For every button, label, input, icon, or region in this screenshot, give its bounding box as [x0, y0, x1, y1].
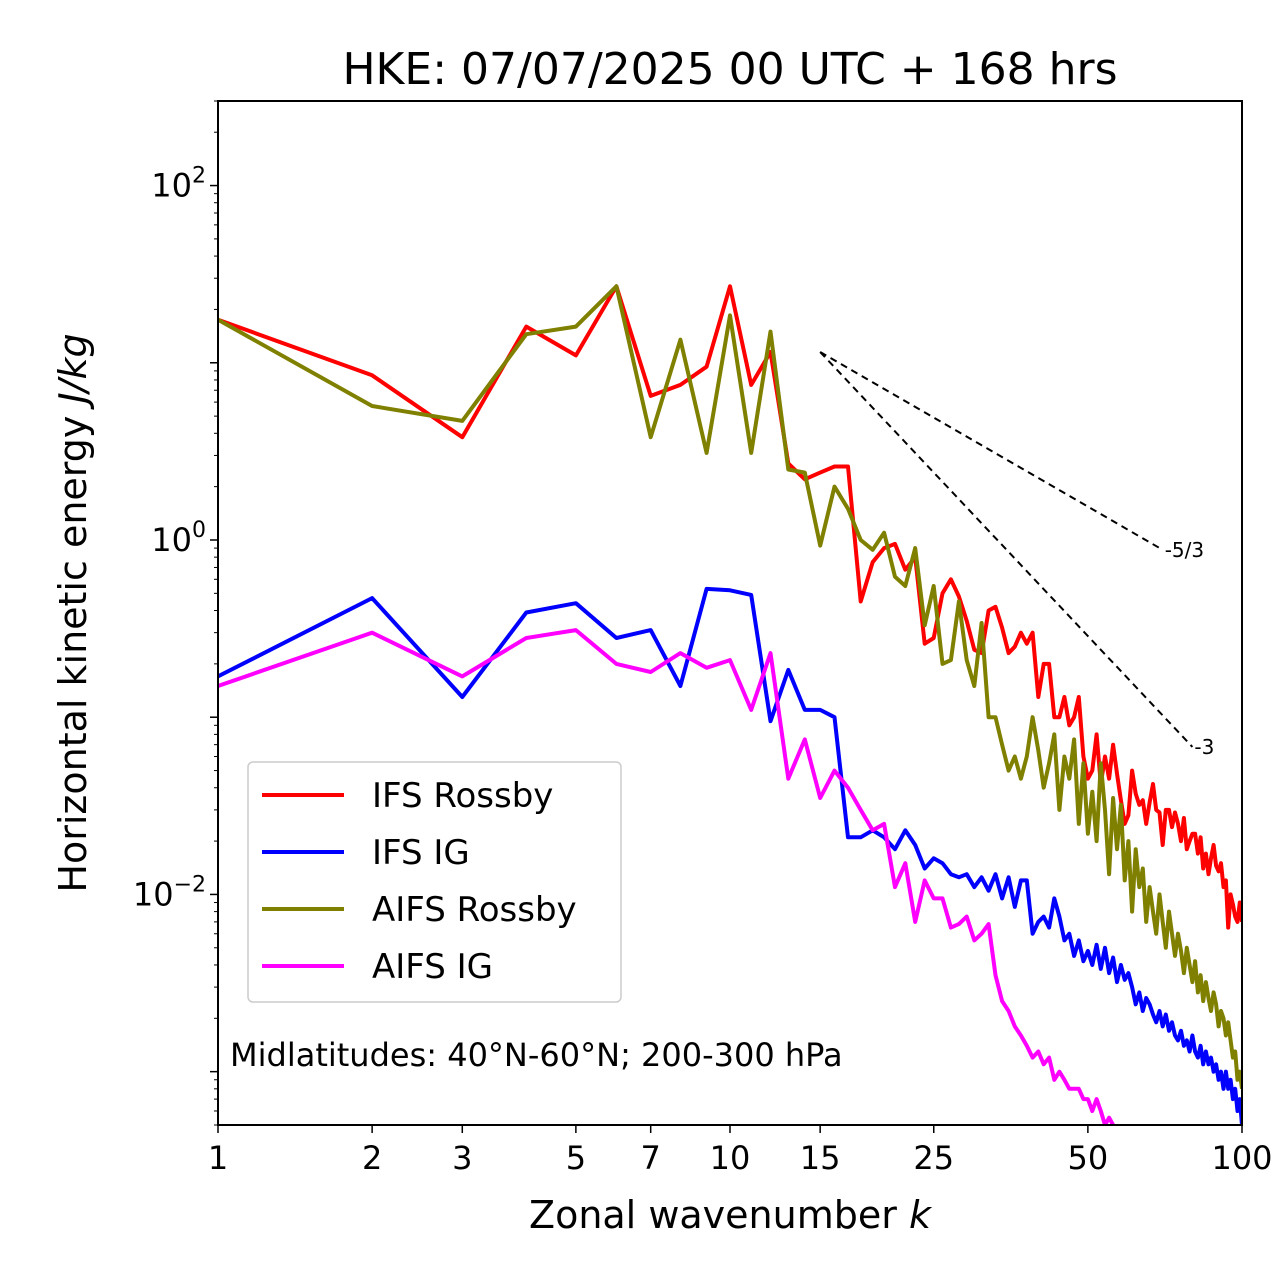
- y-tick-base: 10: [133, 875, 174, 913]
- legend-label: IFS Rossby: [372, 776, 553, 816]
- x-tick-label: 25: [913, 1139, 954, 1177]
- y-axis-title-text: Horizontal kinetic energy: [51, 416, 95, 893]
- legend: IFS Rossby IFS IG AIFS Rossby AIFS IG: [247, 761, 622, 1003]
- reference-line-label: -5/3: [1165, 538, 1204, 562]
- y-tick-exponent: −2: [174, 872, 206, 897]
- series-line-aifs-rossby: [218, 284, 1242, 1090]
- y-axis-title: Horizontal kinetic energy J/kg: [51, 333, 95, 892]
- x-axis-title-text: Zonal wavenumber: [529, 1193, 897, 1237]
- series-line-ifs-rossby: [218, 284, 1242, 930]
- x-axis-ticks: 1 2 3 5 7 10 15 25 50 100: [208, 1125, 1273, 1177]
- x-tick-label: 7: [641, 1139, 661, 1177]
- y-tick-label: 102: [151, 164, 206, 205]
- x-tick-label: 10: [710, 1139, 751, 1177]
- x-tick-label: 1: [208, 1139, 228, 1177]
- x-axis-title: Zonal wavenumber k: [529, 1193, 933, 1237]
- legend-label: AIFS Rossby: [372, 890, 577, 930]
- y-tick-base: 10: [151, 167, 192, 205]
- legend-box: [247, 761, 622, 1003]
- y-tick-base: 10: [151, 521, 192, 559]
- reference-line-label: -3: [1194, 735, 1214, 759]
- x-tick-label: 100: [1211, 1139, 1272, 1177]
- series-line-ifs-ig: [218, 586, 1242, 1125]
- x-axis-variable: k: [909, 1193, 933, 1237]
- y-tick-label: 10−2: [133, 872, 206, 913]
- x-tick-label: 5: [566, 1139, 586, 1177]
- series-line-aifs-ig: [218, 628, 1116, 1125]
- reference-line: [819, 351, 1194, 748]
- region-annotation: Midlatitudes: 40°N-60°N; 200-300 hPa: [230, 1036, 843, 1074]
- legend-label: IFS IG: [372, 833, 470, 873]
- series-lines: [218, 284, 1242, 1125]
- reference-lines: -5/3 -3: [819, 351, 1214, 759]
- chart-title: HKE: 07/07/2025 00 UTC + 168 hrs: [342, 44, 1117, 95]
- y-tick-exponent: 2: [192, 164, 206, 189]
- x-tick-label: 15: [800, 1139, 841, 1177]
- y-tick-exponent: 0: [192, 518, 206, 543]
- y-axis-unit: J/kg: [51, 333, 95, 410]
- x-tick-label: 2: [362, 1139, 382, 1177]
- x-tick-label: 50: [1068, 1139, 1109, 1177]
- reference-line: [819, 351, 1164, 551]
- x-tick-label: 3: [452, 1139, 472, 1177]
- y-tick-label: 100: [151, 518, 206, 559]
- legend-label: AIFS IG: [372, 947, 493, 987]
